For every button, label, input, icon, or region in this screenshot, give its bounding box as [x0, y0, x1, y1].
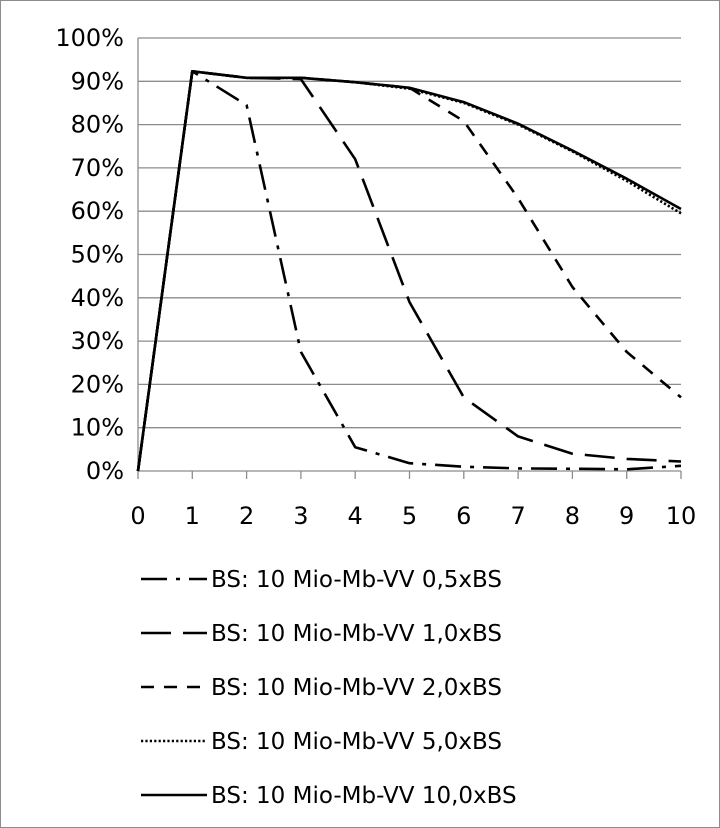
y-tick-label: 10% — [71, 414, 124, 442]
x-tick-label: 1 — [185, 502, 200, 530]
series-line-1 — [136, 70, 682, 472]
x-tick-label: 0 — [130, 502, 145, 530]
y-tick-label: 90% — [71, 67, 124, 95]
x-tick-label: 10 — [666, 502, 697, 530]
y-tick-label: 50% — [71, 241, 124, 269]
legend-entry: BS: 10 Mio-Mb-VV 2,0xBS — [141, 675, 502, 701]
series-line-2 — [136, 70, 682, 472]
x-tick-label: 6 — [456, 502, 471, 530]
series-line-4 — [136, 70, 682, 472]
x-tick-label: 8 — [565, 502, 580, 530]
legend-entry: BS: 10 Mio-Mb-VV 5,0xBS — [141, 729, 502, 755]
x-tick-labels: 0 1 2 3 4 5 6 7 8 9 10 — [130, 502, 696, 530]
y-tick-label: 100% — [55, 24, 124, 52]
gridlines — [138, 37, 681, 429]
y-tick-label: 20% — [71, 370, 124, 398]
series-lines — [136, 70, 682, 472]
legend-entry: BS: 10 Mio-Mb-VV 0,5xBS — [141, 567, 502, 593]
legend-label: BS: 10 Mio-Mb-VV 5,0xBS — [211, 729, 502, 755]
y-tick-label: 70% — [71, 154, 124, 182]
series-line-3 — [136, 70, 682, 472]
x-tick-label: 9 — [619, 502, 634, 530]
legend-label: BS: 10 Mio-Mb-VV 10,0xBS — [211, 783, 517, 809]
legend: BS: 10 Mio-Mb-VV 0,5xBS BS: 10 Mio-Mb-VV … — [141, 567, 517, 809]
legend-entry: BS: 10 Mio-Mb-VV 10,0xBS — [141, 783, 517, 809]
x-tick-label: 7 — [510, 502, 525, 530]
x-tick-label: 4 — [348, 502, 363, 530]
x-tick-label: 5 — [402, 502, 417, 530]
x-tick-label: 3 — [293, 502, 308, 530]
x-tick-label: 2 — [239, 502, 254, 530]
legend-label: BS: 10 Mio-Mb-VV 0,5xBS — [211, 567, 502, 593]
y-tick-labels: 0% 10% 20% 30% 40% 50% 60% 70% 80% 90% 100% — [55, 24, 124, 485]
legend-label: BS: 10 Mio-Mb-VV 1,0xBS — [211, 621, 502, 647]
series-line-5 — [136, 70, 682, 472]
legend-label: BS: 10 Mio-Mb-VV 2,0xBS — [211, 675, 502, 701]
y-tick-label: 30% — [71, 327, 124, 355]
y-tick-label: 0% — [86, 457, 124, 485]
axes — [137, 38, 682, 479]
y-tick-label: 40% — [71, 284, 124, 312]
legend-entry: BS: 10 Mio-Mb-VV 1,0xBS — [141, 621, 502, 647]
y-tick-label: 60% — [71, 197, 124, 225]
y-tick-label: 80% — [71, 111, 124, 139]
